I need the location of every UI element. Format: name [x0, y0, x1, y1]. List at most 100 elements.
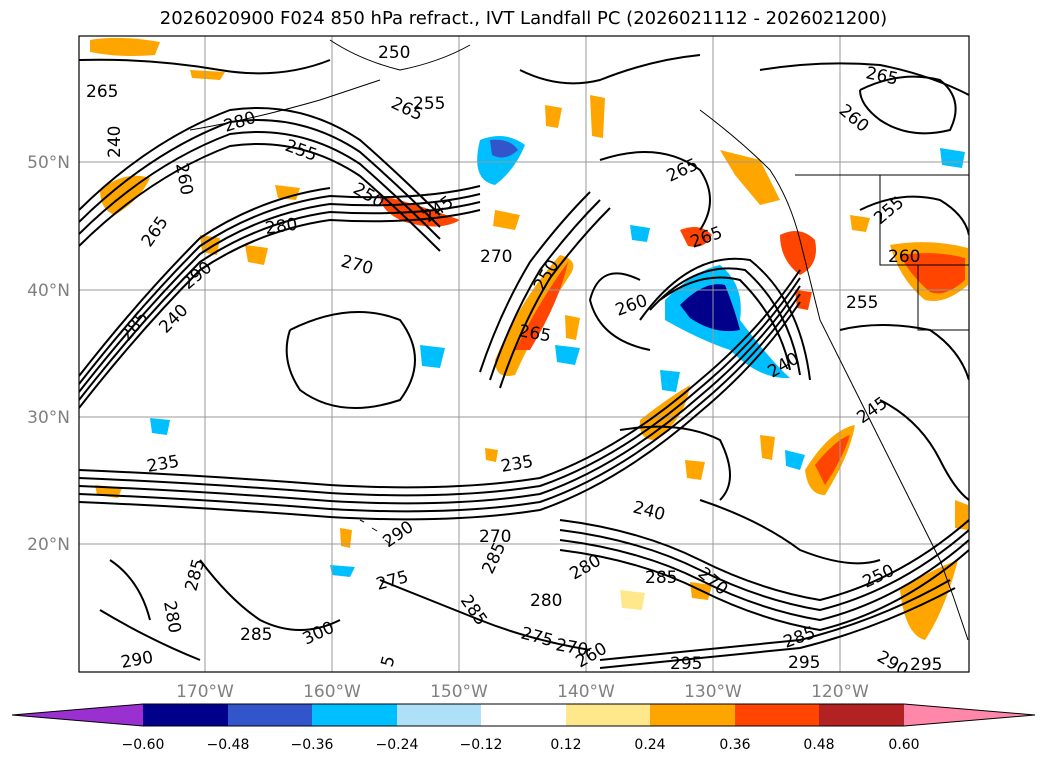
contour-label: 270 — [479, 527, 511, 547]
colorbar-segment — [397, 704, 481, 726]
shade-patch — [760, 435, 775, 460]
shade-patch — [100, 175, 150, 215]
contour-label: 280 — [530, 591, 562, 611]
contour-line — [639, 257, 811, 381]
colorbar-tick-label: 0.12 — [550, 737, 581, 753]
shade-patch — [680, 284, 740, 332]
shade-patch — [555, 345, 580, 365]
state-border — [917, 265, 969, 331]
contour-line — [79, 58, 331, 75]
contour-label: 250 — [378, 43, 410, 63]
contour-line — [839, 324, 969, 381]
shade-patch — [685, 460, 705, 480]
contour-line — [499, 207, 611, 389]
contour-label: 270 — [480, 247, 512, 267]
map-content: 265 250 265 255 265 260 280 240 255 265 … — [79, 36, 969, 675]
colorbar-tick-label: −0.60 — [122, 737, 165, 753]
contour-line — [79, 193, 481, 393]
colorbar-outline — [11, 703, 1036, 727]
hawaii-islands — [359, 519, 390, 544]
gridlines — [79, 36, 969, 672]
shade-patch — [420, 345, 445, 368]
shade-patch — [785, 450, 805, 470]
lat-tick-label: 30°N — [27, 408, 70, 428]
contour-label: 295 — [910, 655, 942, 675]
state-border — [879, 175, 969, 266]
colorbar-tick-label: 0.36 — [719, 737, 750, 753]
contour-line — [619, 425, 731, 501]
lon-tick-label: 150°W — [430, 682, 488, 702]
shade-patch — [815, 435, 850, 485]
contour-line — [79, 285, 801, 505]
shade-patch — [630, 225, 650, 242]
contour-line — [699, 499, 881, 565]
shade-patch — [590, 95, 605, 138]
contour-label-layer: 265 250 265 255 265 260 280 240 255 265 … — [86, 43, 942, 675]
contour-label: 265 — [86, 82, 118, 102]
contour-line — [79, 293, 801, 513]
shade-patch — [330, 565, 355, 577]
latitude-labels: 50°N 40°N 30°N 20°N — [27, 153, 70, 555]
contour-label: 5 — [378, 654, 400, 670]
contour-line — [79, 143, 441, 252]
shade-patch — [490, 139, 518, 158]
shade-patch — [620, 590, 645, 610]
contour-label: 285 — [645, 568, 677, 588]
lon-tick-label: 120°W — [811, 682, 869, 702]
contour-label: 260 — [888, 247, 920, 267]
contour-line — [79, 119, 441, 228]
colorbar-extend-low — [12, 704, 143, 726]
contour-label: 255 — [846, 293, 878, 313]
contour-lines — [79, 54, 969, 669]
coastlines — [189, 39, 969, 641]
contour-line — [759, 62, 969, 96]
contour-line — [109, 559, 151, 621]
lon-tick-label: 130°W — [684, 682, 742, 702]
shade-patch — [780, 231, 816, 275]
contour-line — [649, 267, 801, 376]
contour-line — [79, 107, 441, 216]
contour-line — [559, 539, 969, 622]
colorbar-segment — [228, 704, 312, 726]
contour-line — [79, 269, 801, 489]
contour-line — [559, 519, 969, 602]
lat-tick-label: 40°N — [27, 281, 70, 301]
contour-label: 240 — [105, 126, 125, 158]
shade-patch — [940, 148, 965, 168]
contour-line — [489, 199, 601, 381]
contour-line — [79, 187, 331, 377]
longitude-labels: 170°W 160°W 150°W 140°W 130°W 120°W — [176, 682, 869, 702]
shade-patch — [150, 418, 170, 435]
contour-label: 295 — [788, 653, 820, 673]
contour-line — [599, 587, 956, 669]
contour-line — [879, 399, 969, 501]
shade-patch — [900, 253, 965, 294]
colorbar-segment — [650, 704, 735, 726]
colorbar-segment — [481, 704, 566, 726]
shade-patch — [720, 150, 780, 205]
colorbar-tick-label: −0.48 — [207, 737, 250, 753]
contour-line — [79, 277, 801, 497]
contour-label: 280 — [264, 215, 299, 239]
lat-tick-label: 20°N — [27, 535, 70, 555]
colorbar-segment — [312, 704, 397, 726]
lon-tick-label: 170°W — [176, 682, 234, 702]
colorbar-tick-label: −0.24 — [376, 737, 419, 753]
colorbar-segment — [819, 704, 904, 726]
contour-label: 285 — [240, 625, 272, 645]
alaska-coast — [329, 39, 471, 71]
contour-line — [519, 54, 701, 85]
colorbar-tick-label: 0.60 — [888, 737, 919, 753]
shade-patch — [565, 315, 580, 340]
colorbar-extend-high — [904, 704, 1035, 726]
contour-line — [379, 579, 591, 651]
contour-line — [99, 609, 201, 661]
colorbar: −0.60 −0.48 −0.36 −0.24 −0.12 0.12 0.24 … — [11, 703, 1036, 753]
contour-label: 255 — [413, 94, 445, 114]
colorbar-segment — [143, 704, 228, 726]
shade-patch — [493, 210, 520, 230]
contour-line — [859, 75, 957, 135]
map-frame — [78, 35, 970, 673]
contour-line — [559, 529, 969, 612]
contour-line — [559, 549, 969, 632]
